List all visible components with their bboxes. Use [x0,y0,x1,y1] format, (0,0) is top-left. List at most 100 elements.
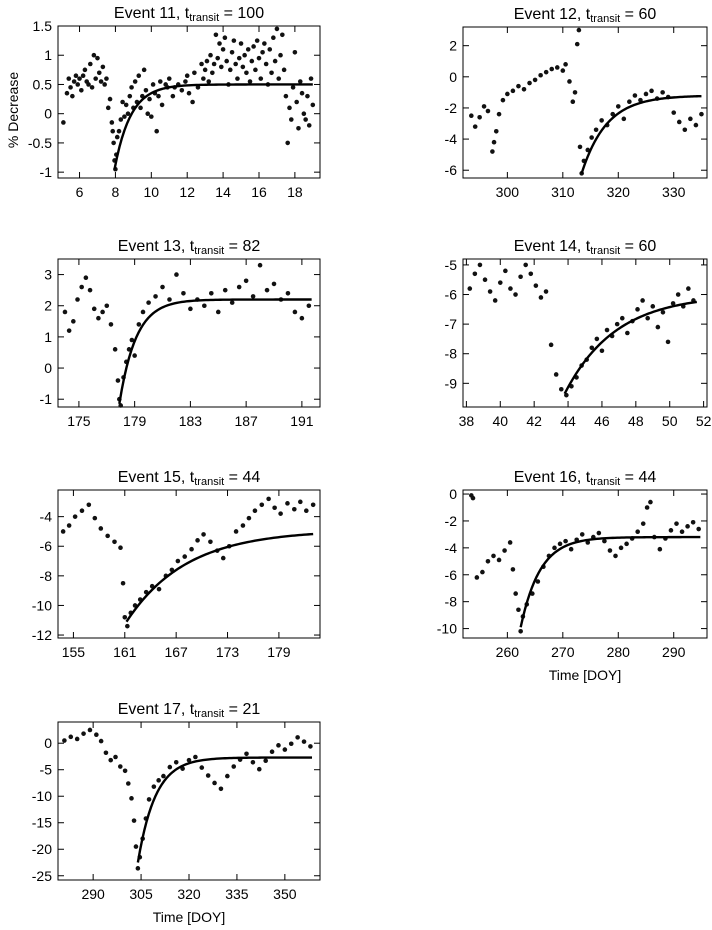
data-point [535,579,541,584]
data-point [167,297,172,302]
data-point [135,866,141,871]
x-tick-label: 290 [662,644,686,660]
data-point [507,540,513,545]
data-point [533,283,539,288]
data-point [86,82,91,87]
data-point [62,738,67,743]
data-point [645,315,650,321]
data-point [474,575,480,580]
data-point [146,300,151,305]
data-point [467,286,473,291]
data-point [231,764,237,769]
data-point [671,110,677,115]
data-point [625,330,630,336]
data-point [105,533,110,539]
data-point [599,118,604,123]
data-point [480,569,485,575]
data-point [518,628,523,634]
data-point [278,52,283,58]
data-point [91,306,97,312]
x-tick-label: 320 [607,184,631,200]
x-tick-label: 12 [179,184,195,200]
y-tick-label: -5 [40,762,53,778]
data-point [73,73,79,78]
data-point [156,778,161,783]
data-point [554,65,560,70]
data-point [88,61,93,67]
data-point [244,751,249,757]
data-point [632,93,638,98]
data-point [682,127,688,133]
data-point [229,50,235,55]
x-tick-label: 14 [215,184,231,200]
data-point [179,88,185,93]
data-point [108,322,114,327]
data-point [249,58,255,64]
x-tick-label: 46 [594,413,610,429]
data-point [75,297,80,302]
plot-frame [462,489,708,639]
event-label: Event 14, t [514,238,591,255]
data-point [190,99,195,105]
data-point [112,347,118,352]
data-point [125,781,131,786]
data-point [115,378,121,383]
data-point [138,105,143,111]
data-point [490,149,495,154]
data-point [470,495,476,501]
data-point [102,82,107,87]
x-tick-label: 173 [216,644,240,660]
data-point [104,303,110,309]
data-point [493,129,499,134]
data-point [491,139,497,145]
data-point [660,309,666,315]
data-point [227,67,233,73]
data-point [472,271,478,277]
data-point [170,93,176,99]
data-point [74,736,80,742]
data-point [599,348,605,354]
data-point [621,116,627,122]
plot-frame [57,258,321,408]
data-point [93,76,98,81]
data-point [195,85,201,90]
data-point [679,529,685,535]
x-tick-label: 155 [62,644,86,660]
x-tick-label: 183 [179,413,203,429]
data-point [292,506,297,512]
data-point [660,90,665,95]
data-point [202,303,207,309]
chart-title: Event 16, ttransit = 44 [514,469,657,488]
x-tick-label: 40 [492,413,508,429]
data-point [538,295,544,300]
data-point [244,70,249,76]
data-point [132,353,137,358]
data-point [496,557,502,563]
y-tick-label: 0 [449,69,457,85]
data-point [614,321,620,327]
data-point [266,496,271,502]
data-point [96,70,102,76]
data-point [209,290,214,296]
data-point [513,292,518,297]
y-tick-label: -12 [32,627,52,643]
data-point [125,623,130,629]
data-point [563,62,568,67]
chart-panel-7: Event 17, ttransit = 21 290 305 320 335 350 0 -… [32,701,321,925]
data-point [492,298,498,303]
y-tick-label: -8 [445,346,458,362]
y-tick-label: -7 [445,316,458,332]
data-point [210,70,215,76]
data-point [129,337,135,343]
data-point [676,119,682,125]
data-point [643,91,649,97]
data-point [215,55,221,61]
y-tick-label: -9 [445,375,458,391]
data-point [66,76,72,81]
fit-curve [563,300,698,395]
y-tick-label: 0 [44,360,52,376]
data-point [242,52,247,58]
data-point [186,90,192,96]
data-point [568,546,574,552]
data-point [253,67,258,73]
